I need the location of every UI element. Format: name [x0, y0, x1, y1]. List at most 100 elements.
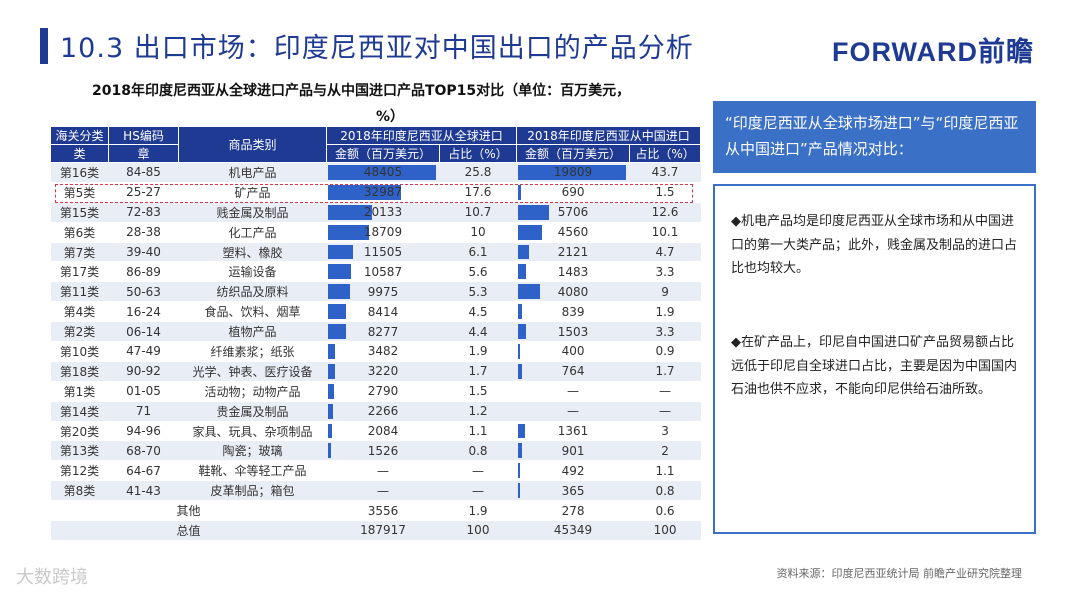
- row-global-amount: 8414: [326, 301, 440, 323]
- table-row: 第12类 64-67 鞋靴、伞等轻工产品 — — 492 1.1: [50, 460, 701, 482]
- header-category: 海关分类: [50, 126, 109, 145]
- row-product: 纤维素浆；纸张: [178, 341, 327, 362]
- row-global-amount-value: 32987: [363, 185, 403, 200]
- table-title: 2018年印度尼西亚从全球进口产品与从中国进口产品TOP15对比（单位：百万美元…: [92, 83, 631, 99]
- row-china-amount: 5706: [516, 202, 630, 223]
- row-category: 第10类: [50, 341, 109, 362]
- row-china-amount-value: 4080: [557, 284, 589, 299]
- row-global-amount: 2084: [326, 421, 440, 442]
- header-china-group: 2018年印度尼西亚从中国进口: [516, 126, 702, 145]
- table-row: 第13类 68-70 陶瓷；玻璃 1526 0.8 901 2: [50, 440, 701, 462]
- row-global-share: 0.8: [439, 440, 517, 462]
- row-product: 活动物；动物产品: [178, 381, 327, 402]
- row-global-amount: 18709: [326, 222, 440, 243]
- row-global-amount-bar: [327, 184, 402, 200]
- row-china-amount-value: 492: [561, 463, 585, 478]
- row-global-share: 1.7: [439, 361, 517, 382]
- row-global-amount: 3482: [326, 341, 440, 362]
- row-hs: 68-70: [108, 440, 179, 462]
- row-category: 第12类: [50, 460, 109, 482]
- header-global-group: 2018年印度尼西亚从全球进口: [325, 126, 518, 145]
- panel-heading: “印度尼西亚从全球市场进口”与“印度尼西亚从中国进口”产品情况对比：: [713, 101, 1036, 173]
- row-china-amount-value: 400: [561, 344, 585, 359]
- row-total-global-share: 100: [439, 520, 517, 541]
- row-china-amount-bar: [517, 443, 523, 459]
- table-row-other: 其他 3556 1.9 278 0.6: [50, 500, 701, 522]
- row-china-amount: 19809: [516, 162, 630, 183]
- row-product: 光学、钟表、医疗设备: [178, 361, 327, 382]
- row-global-share: 10: [439, 222, 517, 243]
- row-china-amount: 365: [516, 480, 630, 502]
- row-category: 第7类: [50, 242, 109, 263]
- row-china-share: 1.7: [629, 361, 701, 382]
- row-global-amount-value: 3482: [367, 344, 399, 359]
- row-other-global-share: 1.9: [439, 500, 517, 522]
- row-global-amount: 20133: [326, 202, 440, 223]
- source-note: 资料来源：印度尼西亚统计局 前瞻产业研究院整理: [776, 567, 1023, 580]
- row-china-amount-value: 1483: [557, 264, 589, 279]
- row-china-amount: 764: [516, 361, 630, 382]
- row-category: 第17类: [50, 261, 109, 283]
- row-china-amount-bar: [517, 184, 522, 200]
- table-row: 第17类 86-89 运输设备 10587 5.6 1483 3.3: [50, 261, 701, 283]
- row-global-amount: —: [326, 460, 440, 482]
- row-global-share: 6.1: [439, 242, 517, 263]
- row-china-share: 1.9: [629, 301, 701, 323]
- row-global-amount-value: 10587: [363, 264, 403, 279]
- row-product: 纺织品及原料: [178, 281, 327, 303]
- analysis-bullet-2: ◆在矿产品上，印尼自中国进口矿产品贸易额占比远低于印尼自全球进口占比，主要是因为…: [731, 335, 1018, 397]
- table-row: 第8类 41-43 皮革制品；箱包 — — 365 0.8: [50, 480, 701, 502]
- row-china-amount: 690: [516, 182, 630, 203]
- row-china-amount-bar: [517, 423, 525, 439]
- row-global-amount: 32987: [326, 182, 440, 203]
- row-product: 鞋靴、伞等轻工产品: [178, 460, 327, 482]
- row-china-amount-value: —: [567, 384, 580, 399]
- row-china-amount-value: 764: [561, 364, 585, 379]
- row-global-share: 4.4: [439, 321, 517, 343]
- row-global-amount: 11505: [326, 242, 440, 263]
- row-hs: 86-89: [108, 261, 179, 283]
- header-hs: HS编码: [108, 126, 179, 145]
- row-global-amount-bar: [327, 403, 333, 419]
- table-row: 第7类 39-40 塑料、橡胶 11505 6.1 2121 4.7: [50, 242, 701, 263]
- row-global-share: 5.3: [439, 281, 517, 303]
- row-china-share: 2: [629, 440, 701, 462]
- row-category: 第2类: [50, 321, 109, 343]
- row-global-amount: 3220: [326, 361, 440, 382]
- row-global-amount-bar: [327, 204, 373, 220]
- row-china-share: 9: [629, 281, 701, 303]
- row-global-share: 5.6: [439, 261, 517, 283]
- row-other-global-amount: 3556: [326, 500, 440, 522]
- row-global-share: 1.5: [439, 381, 517, 402]
- row-hs: 72-83: [108, 202, 179, 223]
- row-global-amount-value: 8414: [367, 304, 399, 319]
- row-global-share: 17.6: [439, 182, 517, 203]
- row-global-share: —: [439, 480, 517, 502]
- title-accent-bar: [40, 28, 48, 64]
- row-global-amount: 8277: [326, 321, 440, 343]
- row-global-amount-value: 20133: [363, 205, 403, 220]
- row-hs: 28-38: [108, 222, 179, 243]
- row-hs: 25-27: [108, 182, 179, 203]
- row-category: 第18类: [50, 361, 109, 382]
- header-global-amount: 金额（百万美元）: [326, 144, 440, 163]
- row-china-amount: 2121: [516, 242, 630, 263]
- row-china-amount-bar: [517, 344, 520, 359]
- row-global-amount-bar: [327, 264, 352, 280]
- row-china-amount: 400: [516, 341, 630, 362]
- brand-logo: FORWARD前瞻: [832, 37, 1034, 67]
- row-china-amount-bar: [517, 165, 626, 180]
- row-hs: 16-24: [108, 301, 179, 323]
- row-category: 第13类: [50, 440, 109, 462]
- analysis-bullet-1: ◆机电产品均是印度尼西亚从全球市场和从中国进口的第一大类产品；此外，贱金属及制品…: [731, 214, 1018, 276]
- row-global-amount: 48405: [326, 162, 440, 183]
- row-global-share: 4.5: [439, 301, 517, 323]
- row-global-share: 25.8: [439, 162, 517, 183]
- row-global-share: 1.9: [439, 341, 517, 362]
- mineral-row-highlight: [55, 184, 693, 203]
- row-china-share: 12.6: [629, 202, 701, 223]
- row-global-share: 10.7: [439, 202, 517, 223]
- row-product: 塑料、橡胶: [178, 242, 327, 263]
- row-other-label: 其他: [50, 500, 327, 522]
- row-china-amount-bar: [517, 244, 530, 260]
